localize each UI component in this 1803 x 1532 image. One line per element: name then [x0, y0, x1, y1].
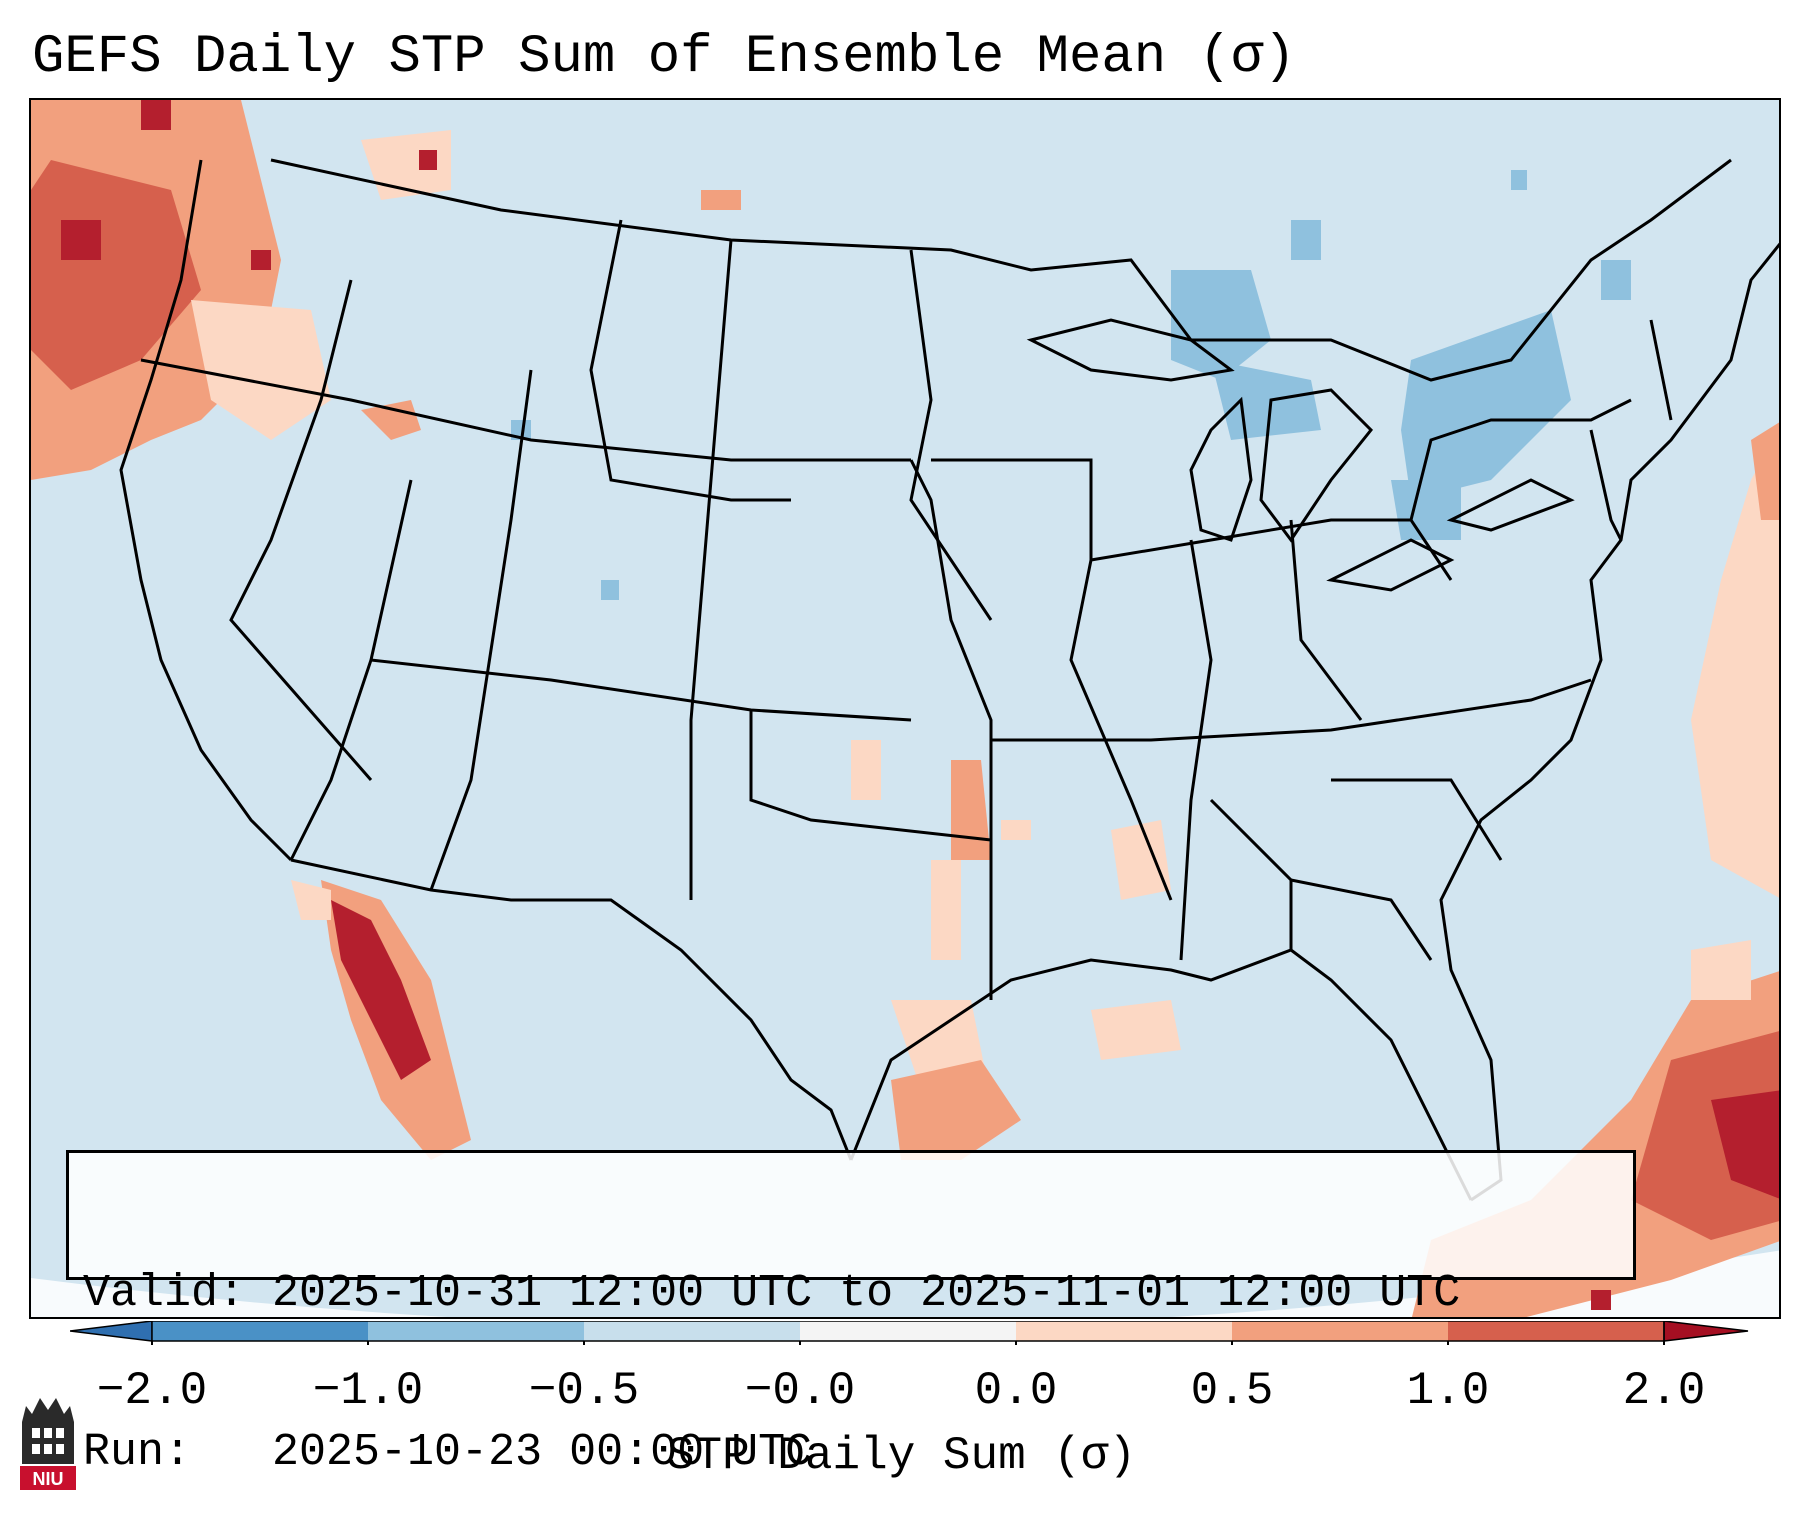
colorbar-label: STP Daily Sum (σ) — [666, 1430, 1137, 1482]
valid-time-text: Valid: 2025-10-31 12:00 UTC to 2025-11-0… — [83, 1268, 1461, 1319]
colorbar-tick-label: 1.0 — [1406, 1365, 1490, 1417]
valid-run-info-box: Valid: 2025-10-31 12:00 UTC to 2025-11-0… — [66, 1150, 1636, 1478]
anomaly-northeast-negative — [1171, 170, 1631, 540]
anomaly-pacific-northwest — [31, 100, 741, 600]
colorbar-segment-1 — [152, 1321, 368, 1341]
niu-logo: NIU — [20, 1398, 76, 1490]
map-panel — [29, 98, 1781, 1319]
colorbar-tick-label: 2.0 — [1622, 1365, 1706, 1417]
colorbar-segment-7 — [1448, 1321, 1664, 1341]
anomaly-baja-california — [291, 880, 471, 1160]
svg-text:NIU: NIU — [33, 1469, 64, 1489]
colorbar-over-arrow — [1663, 1321, 1749, 1342]
colorbar-tick-label: −2.0 — [96, 1365, 208, 1417]
colorbar-tick-label: −0.0 — [744, 1365, 856, 1417]
out-of-domain-area — [31, 1250, 1779, 1317]
page-title: GEFS Daily STP Sum of Ensemble Mean (σ) — [32, 27, 1296, 88]
colorbar-segment-2 — [368, 1321, 584, 1341]
colorbar-tick-label: 0.0 — [974, 1365, 1058, 1417]
colorbar — [70, 1321, 1749, 1345]
colorbar-segment-5 — [1016, 1321, 1232, 1341]
colorbar-segment-6 — [1232, 1321, 1448, 1341]
colorbar-under-arrow — [70, 1321, 153, 1342]
colorbar-segment-4 — [800, 1321, 1016, 1341]
political-borders — [119, 158, 1779, 1202]
colorbar-tick-label: 0.5 — [1190, 1365, 1274, 1417]
map-canvas — [31, 100, 1779, 1317]
colorbar-segment-3 — [584, 1321, 800, 1341]
great-lakes — [1026, 318, 1575, 592]
colorbar-tick-label: −1.0 — [312, 1365, 424, 1417]
anomaly-southern-plains — [851, 740, 1181, 1160]
run-time-text: Run: 2025-10-23 00:00 UTC — [83, 1427, 813, 1478]
colorbar-tick-label: −0.5 — [528, 1365, 640, 1417]
anomaly-atlantic — [1411, 422, 1779, 1317]
